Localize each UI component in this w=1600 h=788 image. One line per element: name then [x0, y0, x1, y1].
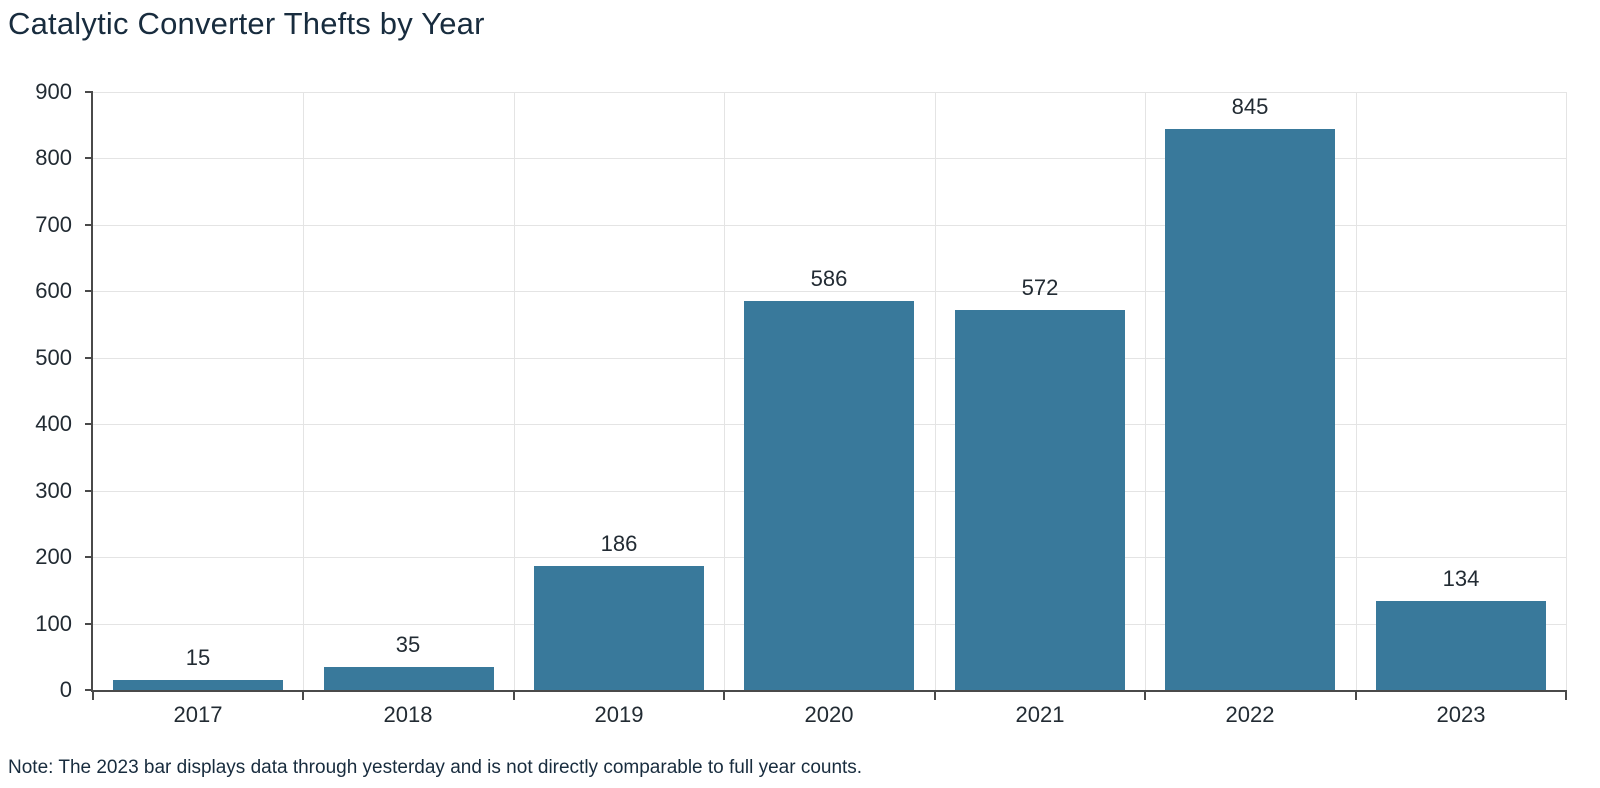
- vertical-gridline: [1356, 92, 1357, 690]
- bar-value-label: 586: [810, 266, 848, 291]
- bar-2021: [955, 310, 1125, 690]
- y-axis-tick-label: 900: [35, 79, 72, 104]
- bar-value-label: 134: [1442, 566, 1480, 591]
- chart-title: Catalytic Converter Thefts by Year: [8, 6, 485, 41]
- x-axis-category-label: 2022: [1225, 702, 1275, 727]
- x-axis-tick: [1144, 692, 1146, 700]
- bar-2020: [744, 301, 914, 690]
- x-axis-tick: [513, 692, 515, 700]
- x-axis-category-label: 2023: [1436, 702, 1486, 727]
- y-axis-tick-label: 500: [35, 345, 72, 370]
- bar-value-label: 572: [1021, 275, 1059, 300]
- y-axis-tick-label: 200: [35, 544, 72, 569]
- vertical-gridline: [724, 92, 725, 690]
- y-axis-tick-label: 600: [35, 278, 72, 303]
- bar-2019: [534, 566, 704, 690]
- vertical-gridline: [303, 92, 304, 690]
- bar-2017: [113, 680, 283, 690]
- y-axis-tick: [85, 157, 93, 159]
- y-axis-tick-label: 800: [35, 145, 72, 170]
- x-axis-tick: [302, 692, 304, 700]
- vertical-gridline: [1145, 92, 1146, 690]
- y-axis-tick-label: 0: [59, 677, 72, 702]
- y-axis-tick: [85, 91, 93, 93]
- x-axis-tick: [723, 692, 725, 700]
- bar-value-label: 845: [1231, 94, 1269, 119]
- x-axis-category-label: 2021: [1015, 702, 1065, 727]
- vertical-gridline: [935, 92, 936, 690]
- x-axis-tick: [1355, 692, 1357, 700]
- y-axis-tick-label: 100: [35, 611, 72, 636]
- bar-value-label: 15: [185, 645, 211, 670]
- bar-value-label: 35: [395, 632, 421, 657]
- horizontal-gridline: [93, 225, 1566, 226]
- y-axis-tick: [85, 689, 93, 691]
- chart-footnote: Note: The 2023 bar displays data through…: [8, 757, 863, 778]
- y-axis-tick: [85, 357, 93, 359]
- x-axis-line: [91, 690, 1567, 692]
- y-axis-tick: [85, 490, 93, 492]
- y-axis-tick: [85, 556, 93, 558]
- bar-2023: [1376, 601, 1546, 690]
- vertical-gridline: [514, 92, 515, 690]
- x-axis-tick: [92, 692, 94, 700]
- bar-2018: [324, 667, 494, 690]
- y-axis-tick-label: 400: [35, 411, 72, 436]
- y-axis-line: [91, 92, 93, 690]
- y-axis-tick-label: 700: [35, 212, 72, 237]
- y-axis-tick: [85, 290, 93, 292]
- bar-value-label: 186: [600, 531, 638, 556]
- horizontal-gridline: [93, 92, 1566, 93]
- x-axis-tick: [1565, 692, 1567, 700]
- y-axis-tick: [85, 623, 93, 625]
- horizontal-gridline: [93, 291, 1566, 292]
- x-axis-category-label: 2019: [594, 702, 644, 727]
- vertical-gridline: [1566, 92, 1567, 690]
- horizontal-gridline: [93, 158, 1566, 159]
- x-axis-tick: [934, 692, 936, 700]
- bar-2022: [1165, 129, 1335, 690]
- x-axis-category-label: 2018: [383, 702, 433, 727]
- x-axis-category-label: 2017: [173, 702, 223, 727]
- y-axis-tick-label: 300: [35, 478, 72, 503]
- y-axis-tick: [85, 224, 93, 226]
- y-axis-tick: [85, 423, 93, 425]
- x-axis-category-label: 2020: [804, 702, 854, 727]
